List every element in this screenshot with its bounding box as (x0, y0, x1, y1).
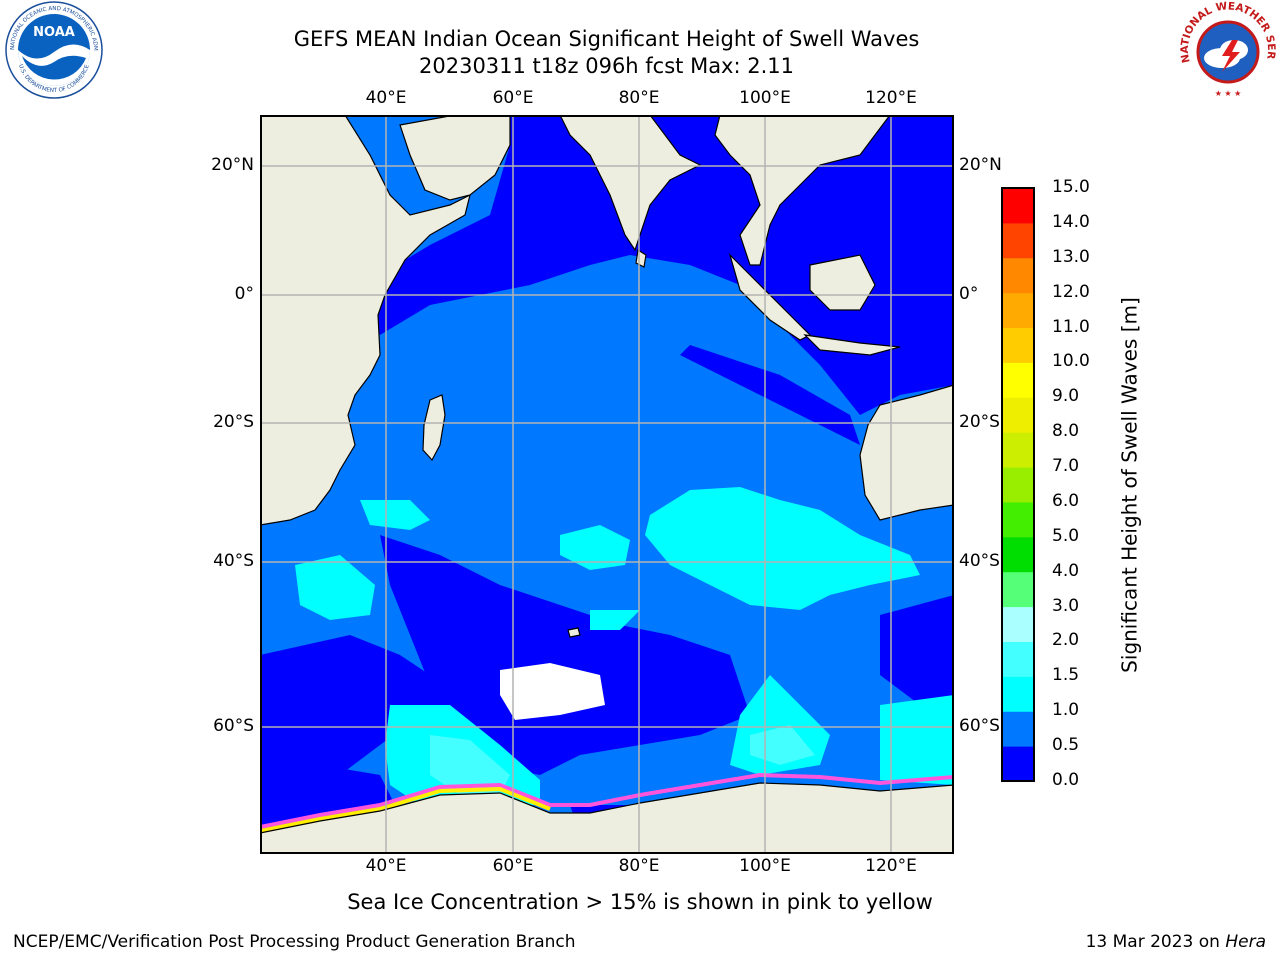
colorbar-segment (1002, 292, 1034, 329)
lon-tick-top-120: 120°E (865, 88, 917, 108)
colorbar (1001, 187, 1035, 782)
lat-tick-right-0: 0° (959, 284, 979, 304)
colorbar-tick-label: 14.0 (1052, 211, 1090, 232)
colorbar-segment (1002, 641, 1034, 677)
lon-tick-bottom-120: 120°E (865, 856, 917, 876)
sea-ice-fringe (260, 772, 954, 833)
noaa-logo: NOAA NATIONAL OCEANIC AND ATMOSPHERIC AD… (2, 0, 103, 99)
colorbar-segment (1002, 222, 1034, 259)
colorbar-tick-label: 2.0 (1052, 630, 1080, 651)
map-panel (260, 115, 954, 854)
lon-tick-bottom-80: 80°E (618, 856, 660, 876)
lat-tick-right-60s: 60°S (959, 716, 1000, 736)
colorbar-tick-label: 1.0 (1052, 700, 1080, 721)
colorbar-tick-label: 15.0 (1052, 177, 1090, 197)
colorbar-segment (1002, 327, 1034, 363)
colorbar-tick-label: 11.0 (1052, 316, 1090, 337)
colorbar-tick-label: 12.0 (1052, 281, 1090, 302)
colorbar-tick-label: 0.5 (1052, 735, 1080, 756)
footer-date: 13 Mar 2023 on Hera (1086, 932, 1266, 952)
lat-tick-left-40s: 40°S (213, 551, 254, 571)
national-weather-service-logo: NATIONAL WEATHER SERVICE ★ ★ ★ (1178, 0, 1277, 98)
swell-band-1.5-2.0 (430, 725, 815, 795)
colorbar-tick-label: 8.0 (1052, 421, 1080, 442)
colorbar-segment (1002, 188, 1034, 224)
colorbar-segment (1002, 397, 1034, 433)
footer-date-text: 13 Mar 2023 on (1085, 932, 1226, 952)
map-title: GEFS MEAN Indian Ocean Significant Heigh… (293, 27, 920, 51)
colorbar-tick-label: 5.0 (1052, 525, 1080, 546)
lon-tick-bottom-40: 40°E (365, 856, 407, 876)
lat-tick-right-40s: 40°S (959, 551, 1000, 571)
map-border (260, 115, 954, 854)
no-data-area (500, 663, 605, 720)
colorbar-segment (1002, 606, 1034, 642)
colorbar-segment (1002, 432, 1034, 468)
colorbar-tick-label: 4.0 (1052, 560, 1080, 581)
lon-tick-bottom-60: 60°E (492, 856, 534, 876)
lat-tick-left-60s: 60°S (213, 716, 254, 736)
graticule (260, 115, 954, 854)
svg-text:★ ★ ★: ★ ★ ★ (1215, 89, 1242, 98)
lon-tick-top-40: 40°E (365, 88, 407, 108)
colorbar-segment (1002, 571, 1034, 608)
map-subtitle: 20230311 t18z 096h fcst Max: 2.11 (419, 54, 794, 78)
colorbar-segment (1002, 676, 1034, 712)
colorbar-segment (1002, 711, 1034, 747)
lat-tick-right-20n: 20°N (959, 155, 1002, 175)
lon-tick-top-100: 100°E (739, 88, 791, 108)
colorbar-tick-label: 13.0 (1052, 246, 1090, 267)
colorbar-tick-label: 7.0 (1052, 456, 1080, 477)
footer-credit: NCEP/EMC/Verification Post Processing Pr… (13, 932, 576, 952)
colorbar-tick-label: 10.0 (1052, 351, 1090, 372)
lon-tick-top-80: 80°E (618, 88, 660, 108)
lat-tick-left-20s: 20°S (213, 412, 254, 432)
colorbar-tick-label: 9.0 (1052, 386, 1080, 407)
swell-band-0-0.5 (260, 115, 954, 845)
colorbar-segment (1002, 257, 1034, 294)
colorbar-tick-label: 3.0 (1052, 595, 1080, 616)
colorbar-segment (1002, 746, 1034, 782)
footer-host: Hera (1225, 932, 1266, 952)
svg-text:NOAA: NOAA (33, 25, 75, 40)
sea-ice-caption: Sea Ice Concentration > 15% is shown in … (347, 890, 933, 914)
lat-tick-left-20n: 20°N (211, 155, 254, 175)
colorbar-segment (1002, 536, 1034, 573)
lon-tick-bottom-100: 100°E (739, 856, 791, 876)
lat-tick-left-0: 0° (234, 284, 254, 304)
colorbar-tick-label: 0.0 (1052, 770, 1080, 790)
colorbar-tick-label: 1.5 (1052, 665, 1080, 686)
colorbar-segment (1002, 362, 1034, 398)
lon-tick-top-60: 60°E (492, 88, 534, 108)
colorbar-segment (1002, 501, 1034, 538)
colorbar-title: Significant Height of Swell Waves [m] (1117, 297, 1142, 673)
colorbar-segment (1002, 467, 1034, 503)
lat-tick-right-20s: 20°S (959, 412, 1000, 432)
colorbar-tick-label: 6.0 (1052, 490, 1080, 511)
